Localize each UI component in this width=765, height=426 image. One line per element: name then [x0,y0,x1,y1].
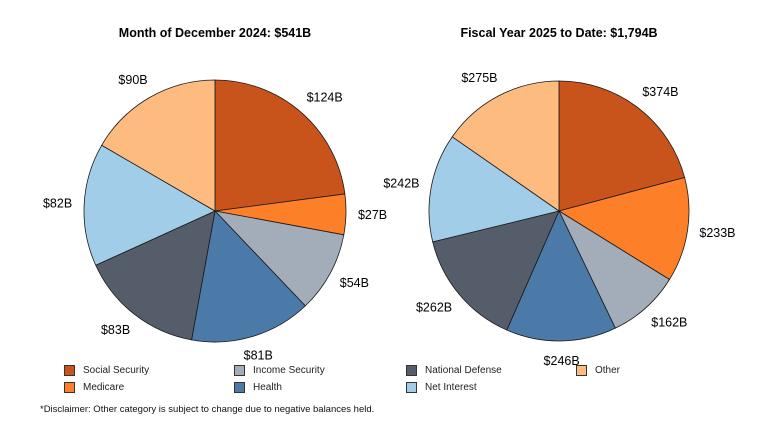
legend-swatch [406,382,417,393]
pie-slice-social-security [214,79,346,212]
legend-item-social-security: Social Security [64,365,149,376]
legend-label: Social Security [83,365,150,376]
legend-swatch [234,382,245,393]
data-label: $54B [340,276,369,290]
disclaimer-text: *Disclaimer: Other category is subject t… [40,404,375,415]
legend-item-medicare: Medicare [64,382,124,393]
pie-slice-health [191,210,306,343]
legend-swatch [64,365,75,376]
legend-swatch [406,365,417,376]
legend-item-health: Health [234,382,282,393]
legend-label: National Defense [425,365,502,376]
legend-item-net-interest: Net Interest [406,382,477,393]
pie-slice-national-defense [95,210,216,341]
data-label: $81B [244,349,273,363]
data-label: $90B [118,73,147,87]
data-label: $275B [461,71,497,85]
pie-slice-medicare [558,176,690,281]
pie-fytd: $374B $233B $162B $246B $262B $242B $275B [383,71,735,368]
chart-title-fytd: Fiscal Year 2025 to Date: $1,794B [460,26,657,40]
pie-slice-net-interest [428,136,560,243]
data-label: $233B [699,226,735,240]
data-label: $162B [651,316,687,330]
legend-swatch [64,382,75,393]
data-label: $82B [43,197,72,211]
legend-label: Income Security [253,365,325,376]
pie-slice-health [506,210,616,342]
legend-label: Health [253,382,282,393]
legend-item-national-defense: National Defense [406,365,502,376]
pie-slice-income-security [213,210,345,307]
legend-item-other: Other [576,365,620,376]
data-label: $246B [544,354,580,368]
pie-slice-social-security [558,80,686,212]
legend-swatch [576,365,587,376]
chart-title-december: Month of December 2024: $541B [119,26,311,40]
pie-december: $124B $27B $54B $81B $83B $82B $90B [43,73,387,363]
data-label: $124B [307,90,343,104]
data-label: $27B [358,208,387,222]
data-label: $83B [101,323,130,337]
data-label: $262B [416,300,452,314]
legend-label: Medicare [83,382,125,393]
data-label: $242B [383,177,419,191]
pie-slice-other [451,80,560,212]
data-label: $374B [642,85,678,99]
pie-slice-other [101,79,216,212]
pie-slice-national-defense [432,210,560,331]
legend-item-income-security: Income Security [234,365,325,376]
legend-label: Other [595,365,621,376]
legend-label: Net Interest [425,382,477,393]
legend-swatch [234,365,245,376]
pie-slice-net-interest [83,144,216,266]
